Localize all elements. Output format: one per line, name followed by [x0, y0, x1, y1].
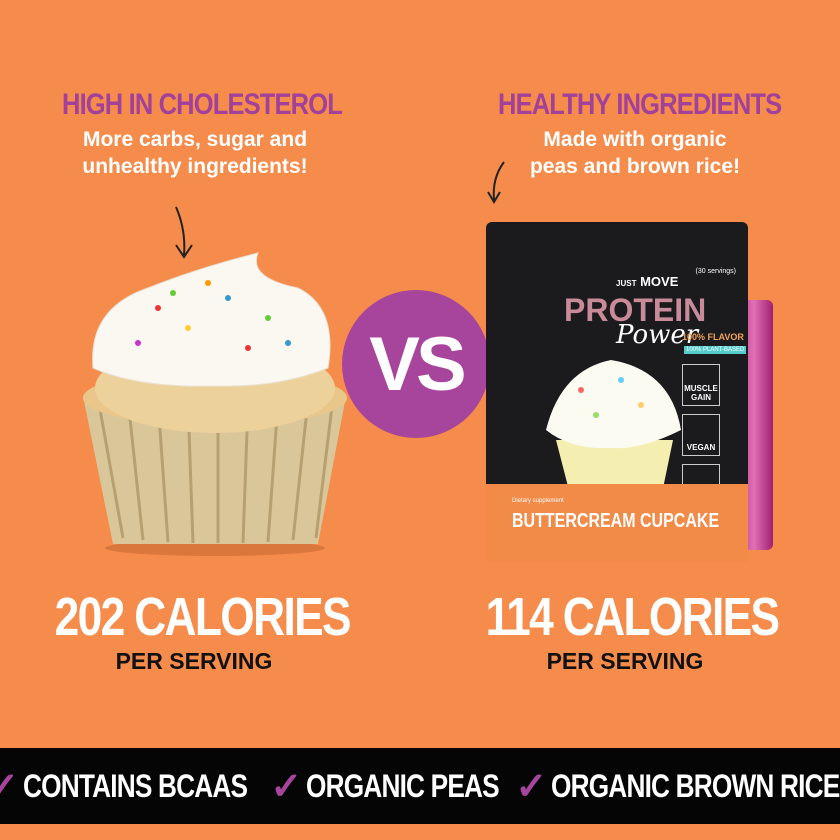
servings: (30 servings) [695, 268, 736, 275]
package-cupcake-image [546, 360, 681, 498]
benefit-label: ORGANIC PEAS [306, 767, 500, 804]
package-band: Dietary supplement BUTTERCREAM CUPCAKE [486, 484, 748, 562]
left-calories: 202 CALORIES [54, 587, 352, 647]
right-per-serving: PER SERVING [546, 648, 704, 674]
brand-just: JUST [616, 279, 637, 288]
right-heading: HEALTHY INGREDIENTS [498, 88, 782, 121]
arrow-down-icon [175, 206, 193, 259]
badge-vegan: VEGAN [682, 414, 720, 456]
package-supplement: Dietary supplement [512, 498, 564, 504]
right-subtext-line1: Made with organic [543, 128, 727, 151]
right-calories: 114 CALORIES [485, 587, 780, 647]
badge-muscle-gain: MUSCLE GAIN [682, 364, 720, 406]
cupcake-image [83, 252, 347, 556]
check-icon: ✓ [515, 765, 548, 808]
package-flavor-name: BUTTERCREAM CUPCAKE [512, 510, 720, 532]
left-per-serving: PER SERVING [115, 648, 273, 674]
benefit-item: ✓ ORGANIC PEAS [270, 764, 501, 809]
left-subtext-line1: More carbs, sugar and [82, 128, 308, 151]
package-flavor: 100% FLAVOR [682, 332, 744, 342]
benefit-label: ORGANIC BROWN RICE [551, 767, 840, 804]
arrow-down-icon [487, 161, 505, 204]
protein-package-image: JUST MOVE (30 servings) PROTEIN Power 10… [486, 222, 748, 562]
benefit-label: CONTAINS BCAAS [22, 767, 248, 804]
left-heading: HIGH IN CHOLESTEROL [62, 88, 343, 121]
benefit-item: ✓ ORGANIC BROWN RICE [515, 764, 840, 809]
vs-badge: VS [342, 290, 490, 438]
right-subtext: Made with organic peas and brown rice! [505, 126, 765, 180]
package-plant: 100% PLANT-BASED [684, 346, 747, 354]
benefit-item: ✓ CONTAINS BCAAS [0, 764, 256, 809]
brand-move: MOVE [640, 274, 679, 289]
benefits-bar: ✓ CONTAINS BCAAS ✓ ORGANIC PEAS ✓ ORGANIC B… [0, 748, 840, 824]
right-subtext-line2: peas and brown rice! [529, 155, 741, 178]
package-title: PROTEIN [564, 292, 707, 328]
check-icon: ✓ [0, 765, 19, 808]
package-script: Power [616, 320, 699, 350]
left-subtext-line2: unhealthy ingredients! [82, 155, 308, 178]
left-subtext: More carbs, sugar and unhealthy ingredie… [50, 126, 340, 180]
check-icon: ✓ [270, 765, 303, 808]
